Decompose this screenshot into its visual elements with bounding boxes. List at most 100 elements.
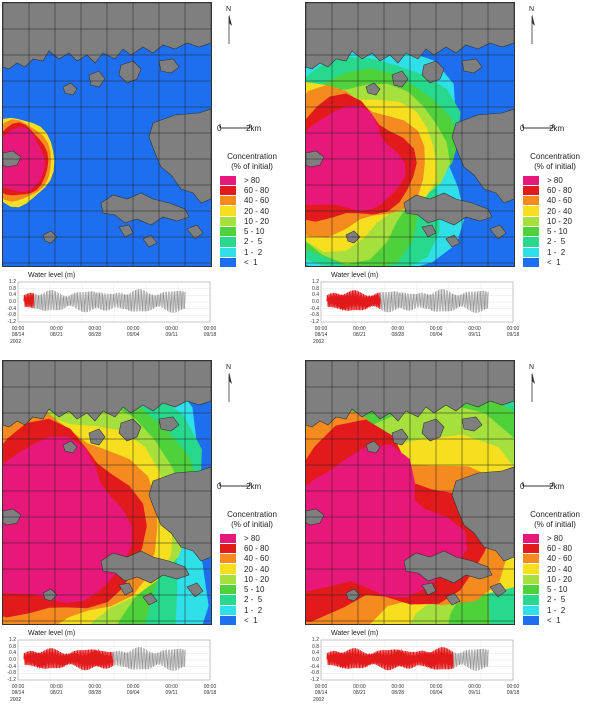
elapsed-water-level-line bbox=[326, 290, 381, 312]
north-arrow-icon: N bbox=[527, 6, 541, 46]
legend-item: < 1 bbox=[519, 615, 590, 626]
legend-item: 20 - 40 bbox=[519, 206, 590, 216]
legend-item: 2 - 5 bbox=[216, 237, 288, 247]
legend-item: 1 - 2 bbox=[216, 605, 288, 615]
legend-item: 2 - 5 bbox=[519, 595, 590, 605]
legend-swatch bbox=[523, 605, 539, 615]
x-tick-label: 00:00 09/11 bbox=[468, 326, 481, 338]
legend-item: > 80 bbox=[216, 533, 288, 543]
legend-item: 1 - 2 bbox=[216, 247, 288, 257]
land-mass bbox=[365, 440, 381, 454]
y-tick-label: 0.8 bbox=[9, 643, 16, 650]
snapshot-panel-4: N 0 2km Concentration (% of initial) > 80 60… bbox=[303, 358, 590, 708]
y-tick-label: -0.4 bbox=[7, 305, 16, 312]
y-tick-label: 0.4 bbox=[312, 650, 319, 657]
x-tick-label: 00:00 08/14 bbox=[314, 326, 328, 338]
legend-item: 10 - 20 bbox=[519, 216, 590, 226]
snapshot-panel-3: N 0 2km Concentration (% of initial) > 80 60… bbox=[0, 358, 290, 708]
legend-item: > 80 bbox=[519, 533, 590, 543]
x-tick-label: 00:00 09/18 bbox=[203, 326, 217, 338]
scale-bar: 0 2km bbox=[520, 124, 565, 133]
legend-swatch bbox=[523, 543, 539, 554]
land-mass bbox=[489, 582, 507, 598]
legend-item: 40 - 60 bbox=[216, 554, 288, 564]
y-tick-label: 0.4 bbox=[9, 650, 16, 657]
water-level-title: Water level (m) bbox=[28, 272, 76, 279]
water-level-chart: Water level (m) 1.2 0.8 0.4 0.0 -0.4 -0.8 -1.2 0… bbox=[307, 272, 519, 350]
legend-swatch bbox=[220, 533, 236, 543]
plume-band bbox=[3, 127, 45, 192]
legend-swatch bbox=[523, 574, 539, 584]
legend-swatch bbox=[220, 257, 236, 268]
land-mass bbox=[445, 234, 461, 248]
land-mass bbox=[88, 70, 106, 88]
y-tick-label: -1.2 bbox=[7, 319, 16, 325]
concentration-map bbox=[2, 360, 212, 625]
x-tick-label: 00:00 08/28 bbox=[88, 684, 102, 696]
land-mass bbox=[142, 234, 158, 248]
land-mass bbox=[100, 192, 190, 226]
y-tick-label: 0.0 bbox=[9, 657, 16, 663]
water-level-plot bbox=[320, 639, 514, 681]
legend-item: < 1 bbox=[519, 257, 590, 268]
north-arrow-icon: N bbox=[224, 6, 238, 46]
legend-swatch bbox=[220, 226, 236, 237]
y-tick-label: 0.8 bbox=[312, 643, 319, 650]
legend-item: 5 - 10 bbox=[216, 584, 288, 595]
legend-item: 60 - 80 bbox=[519, 543, 590, 554]
x-tick-label: 00:00 08/28 bbox=[391, 684, 405, 696]
legend-item: 40 - 60 bbox=[216, 196, 288, 206]
x-tick-label: 00:00 09/04 bbox=[429, 326, 443, 338]
legend-swatch bbox=[523, 247, 539, 257]
land-mass bbox=[451, 466, 514, 562]
snapshot-panel-1: N 0 2km Concentration (% of initial) > 80 60… bbox=[0, 0, 290, 350]
legend: Concentration (% of initial) > 80 60 - 80 40… bbox=[519, 152, 590, 268]
y-tick-label: -1.2 bbox=[310, 677, 319, 683]
elapsed-water-level-line bbox=[326, 647, 454, 671]
legend-swatch bbox=[220, 237, 236, 247]
legend-item: 20 - 40 bbox=[519, 564, 590, 574]
future-water-level-line bbox=[379, 289, 489, 313]
legend-swatch bbox=[220, 206, 236, 216]
legend-swatch bbox=[523, 196, 539, 206]
y-tick-label: -0.4 bbox=[310, 305, 319, 312]
land-mass bbox=[62, 82, 78, 96]
y-tick-label: 0.4 bbox=[9, 292, 16, 299]
x-tick-label: 00:00 09/11 bbox=[165, 326, 178, 338]
y-tick-label: 1.2 bbox=[312, 279, 319, 285]
land-mass bbox=[461, 58, 483, 74]
land-mass bbox=[403, 192, 493, 226]
legend-swatch bbox=[220, 615, 236, 626]
scale-bar: 0 2km bbox=[217, 482, 262, 491]
legend-item: 2 - 5 bbox=[216, 595, 288, 605]
water-level-title: Water level (m) bbox=[331, 272, 379, 279]
legend-title: Concentration (% of initial) bbox=[227, 152, 277, 171]
legend-item: > 80 bbox=[216, 175, 288, 185]
y-tick-label: 0.8 bbox=[312, 285, 319, 292]
plume-band bbox=[306, 105, 406, 211]
x-tick-label: 00:00 08/28 bbox=[88, 326, 102, 338]
legend-swatch bbox=[220, 543, 236, 554]
legend-swatch bbox=[220, 595, 236, 605]
y-tick-label: 0.4 bbox=[312, 292, 319, 299]
x-tick-label: 00:00 09/04 bbox=[126, 684, 140, 696]
legend-swatch bbox=[220, 574, 236, 584]
y-tick-label: 0.0 bbox=[9, 299, 16, 305]
land-mass bbox=[365, 82, 381, 96]
legend-swatch bbox=[220, 584, 236, 595]
x-tick-label: 00:00 09/18 bbox=[506, 326, 520, 338]
x-tick-label: 00:00 09/11 bbox=[468, 684, 481, 696]
legend-swatch bbox=[220, 196, 236, 206]
land-mass bbox=[100, 550, 190, 584]
y-tick-label: -1.2 bbox=[7, 677, 16, 683]
land-mass bbox=[62, 440, 78, 454]
water-level-title: Water level (m) bbox=[28, 630, 76, 637]
legend-item: > 80 bbox=[519, 175, 590, 185]
land-mass bbox=[142, 592, 158, 606]
legend: Concentration (% of initial) > 80 60 - 80 40… bbox=[216, 152, 288, 268]
legend-item: 10 - 20 bbox=[216, 216, 288, 226]
scale-bar: 0 2km bbox=[520, 482, 565, 491]
legend-title: Concentration (% of initial) bbox=[530, 152, 580, 171]
water-level-chart: Water level (m) 1.2 0.8 0.4 0.0 -0.4 -0.8 -1.2 0… bbox=[4, 630, 216, 708]
legend-swatch bbox=[523, 185, 539, 196]
